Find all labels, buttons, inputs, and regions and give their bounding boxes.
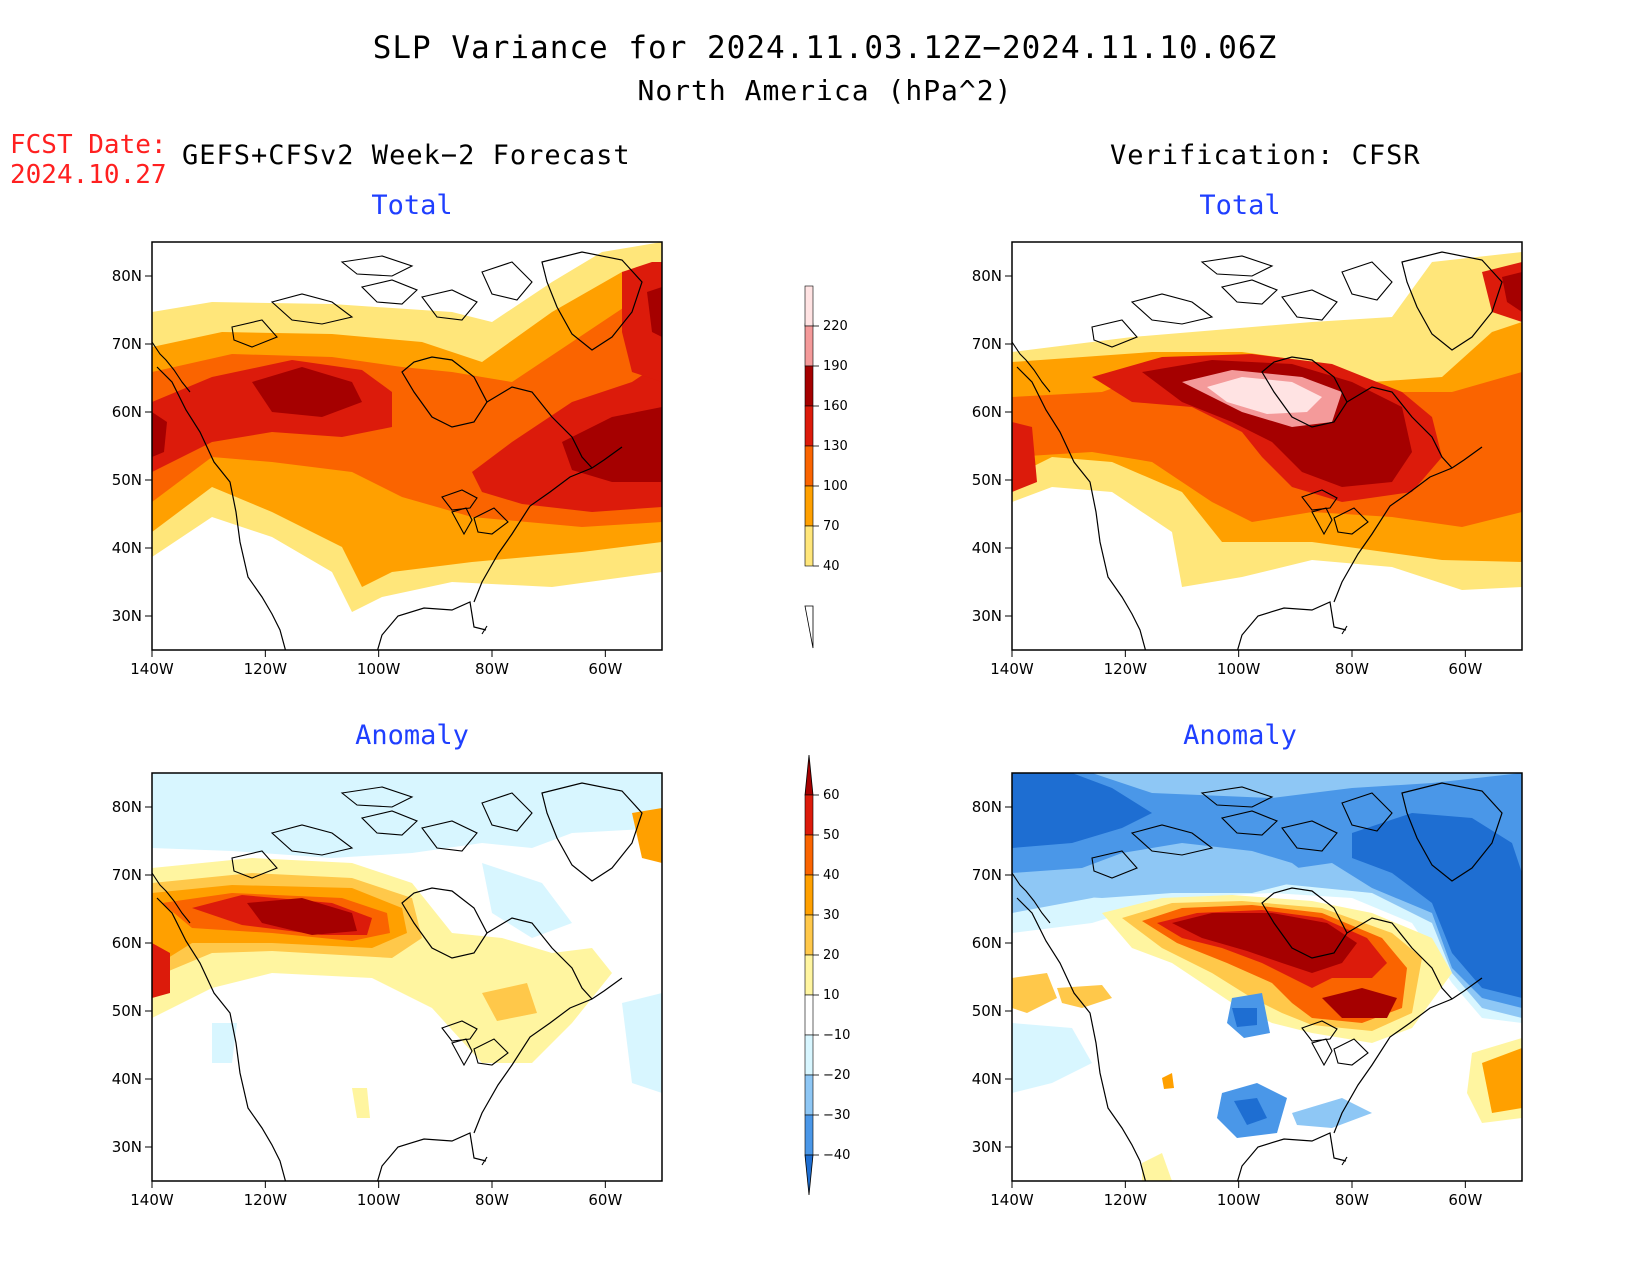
lon-tick-label: 100W <box>357 660 401 678</box>
map-axes: 140W 120W 100W 80W 60W 80N 70N 60N 50N 40N 30N 140W… <box>112 267 1483 1209</box>
colorbar-level-label: 70 <box>823 519 840 534</box>
colorbar-anomaly: 60 50 40 30 20 10 −10 −20 −30 −40 <box>804 754 850 1196</box>
lat-tick-label: 50N <box>112 471 142 489</box>
panel-verification-total <box>1011 241 1523 651</box>
colorbar-swatch <box>804 405 814 447</box>
lon-tick-label: 100W <box>357 1191 401 1209</box>
panel-label-verification-anomaly: Anomaly <box>1183 720 1297 751</box>
lat-tick-label: 70N <box>972 335 1002 353</box>
colorbar-swatch <box>804 485 814 527</box>
lon-tick-label: 140W <box>990 1191 1034 1209</box>
lon-tick-label: 120W <box>1104 660 1148 678</box>
lon-tick-label: 120W <box>244 660 288 678</box>
colorbar-level-label: 30 <box>823 908 840 923</box>
lon-tick-label: 60W <box>588 1191 622 1209</box>
lat-tick-label: 80N <box>972 798 1002 816</box>
colorbar-level-label: −10 <box>823 1028 850 1043</box>
colorbar-level-label: 130 <box>823 439 848 454</box>
lon-tick-label: 60W <box>1448 660 1482 678</box>
lat-tick-label: 50N <box>112 1002 142 1020</box>
lat-tick-label: 60N <box>112 934 142 952</box>
colorbar-swatch <box>804 325 814 367</box>
colorbar-swatch <box>804 1074 814 1116</box>
lat-tick-label: 80N <box>112 798 142 816</box>
colorbar-swatch <box>804 834 814 876</box>
lon-tick-label: 140W <box>130 660 174 678</box>
colorbar-swatch <box>804 914 814 956</box>
lat-tick-label: 60N <box>972 934 1002 952</box>
colorbar-level-label: −20 <box>823 1068 850 1083</box>
colorbar-swatch <box>804 754 814 796</box>
colorbar-swatch <box>804 1154 814 1196</box>
panel-label-forecast-anomaly: Anomaly <box>355 720 469 751</box>
colorbar-swatch <box>804 794 814 836</box>
lon-tick-label: 80W <box>1335 1191 1369 1209</box>
panel-verification-anomaly <box>1011 772 1523 1182</box>
lat-tick-label: 50N <box>972 471 1002 489</box>
lat-tick-label: 30N <box>972 1138 1002 1156</box>
lat-tick-label: 60N <box>112 403 142 421</box>
fcst-date-value: 2024.10.27 <box>10 160 167 190</box>
lat-tick-label: 70N <box>112 335 142 353</box>
colorbar-level-label: 40 <box>823 559 840 574</box>
figure-subtitle: North America (hPa^2) <box>637 74 1013 107</box>
colorbar-total: 220 190 160 130 100 70 40 <box>804 285 848 649</box>
panel-label-verification-total: Total <box>1199 190 1281 221</box>
colorbar-level-label: 10 <box>823 988 840 1003</box>
colorbar-swatch <box>804 954 814 996</box>
lon-tick-label: 80W <box>475 660 509 678</box>
figure-title: SLP Variance for 2024.11.03.12Z−2024.11.… <box>372 30 1278 66</box>
lat-tick-label: 30N <box>972 607 1002 625</box>
colorbar-level-label: −40 <box>823 1148 850 1163</box>
fcst-date-label: FCST Date: <box>10 130 167 160</box>
colorbar-level-label: 190 <box>823 359 848 374</box>
colorbar-level-label: 160 <box>823 399 848 414</box>
lat-tick-label: 40N <box>112 539 142 557</box>
colorbar-level-label: 40 <box>823 868 840 883</box>
lat-tick-label: 60N <box>972 403 1002 421</box>
colorbar-swatch <box>804 285 814 327</box>
lat-tick-label: 70N <box>112 866 142 884</box>
colorbar-swatch <box>804 445 814 487</box>
lon-tick-label: 100W <box>1217 660 1261 678</box>
lon-tick-label: 140W <box>990 660 1034 678</box>
colorbar-level-label: 60 <box>823 788 840 803</box>
lon-tick-label: 100W <box>1217 1191 1261 1209</box>
lat-tick-label: 40N <box>112 1070 142 1088</box>
panel-forecast-anomaly <box>151 772 663 1182</box>
lon-tick-label: 60W <box>1448 1191 1482 1209</box>
lat-tick-label: 70N <box>972 866 1002 884</box>
colorbar-level-label: 20 <box>823 948 840 963</box>
lat-tick-label: 30N <box>112 607 142 625</box>
lat-tick-label: 30N <box>112 1138 142 1156</box>
right-column-title: Verification: CFSR <box>1110 140 1421 171</box>
left-column-title: GEFS+CFSv2 Week−2 Forecast <box>182 140 631 171</box>
panel-forecast-total <box>151 241 663 651</box>
colorbar-level-label: 220 <box>823 319 848 334</box>
colorbar-swatch <box>804 525 814 567</box>
colorbar-level-label: −30 <box>823 1108 850 1123</box>
colorbar-swatch <box>804 874 814 916</box>
lon-tick-label: 120W <box>244 1191 288 1209</box>
colorbar-level-label: 100 <box>823 479 848 494</box>
lon-tick-label: 80W <box>1335 660 1369 678</box>
colorbar-level-label: 50 <box>823 828 840 843</box>
lon-tick-label: 140W <box>130 1191 174 1209</box>
panel-label-forecast-total: Total <box>371 190 453 221</box>
lat-tick-label: 50N <box>972 1002 1002 1020</box>
colorbar-swatch <box>804 1034 814 1076</box>
lat-tick-label: 40N <box>972 539 1002 557</box>
lon-tick-label: 120W <box>1104 1191 1148 1209</box>
colorbar-swatch <box>804 365 814 407</box>
lon-tick-label: 60W <box>588 660 622 678</box>
lat-tick-label: 40N <box>972 1070 1002 1088</box>
colorbar-swatch <box>804 994 814 1036</box>
lat-tick-label: 80N <box>112 267 142 285</box>
lat-tick-label: 80N <box>972 267 1002 285</box>
colorbar-swatch <box>804 1114 814 1156</box>
lon-tick-label: 80W <box>475 1191 509 1209</box>
